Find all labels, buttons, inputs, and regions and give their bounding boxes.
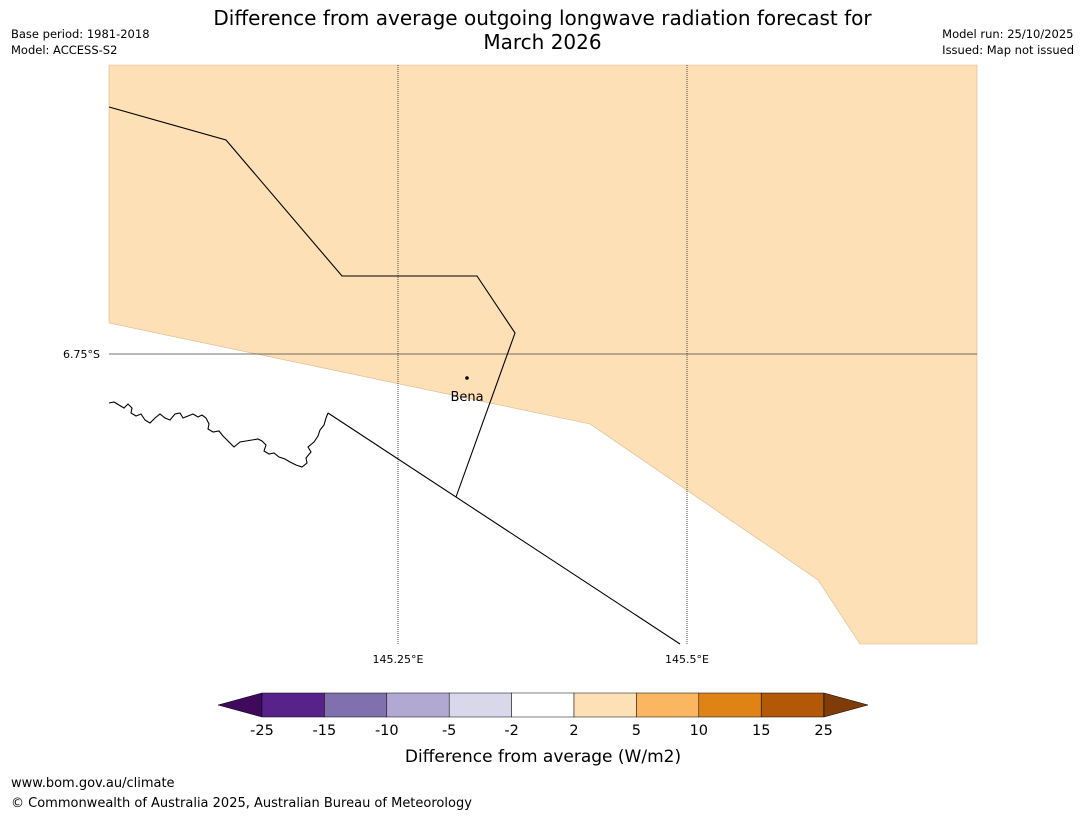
footer: www.bom.gov.au/climate © Commonwealth of… — [11, 774, 472, 814]
latitude-label: 6.75°S — [63, 348, 100, 361]
colorbar-segment — [573, 692, 637, 718]
meta-right: Model run: 25/10/2025 Issued: Map not is… — [942, 26, 1074, 58]
place-marker-bena — [465, 376, 469, 380]
colorbar-tick: -10 — [375, 723, 399, 739]
meta-left: Base period: 1981-2018 Model: ACCESS-S2 — [11, 26, 150, 58]
colorbar-tick: -2 — [504, 723, 518, 739]
coastline — [108, 401, 329, 468]
colorbar-segment — [698, 692, 762, 718]
model-name: Model: ACCESS-S2 — [11, 43, 118, 57]
province-boundary-south — [327, 412, 681, 645]
province-boundary — [108, 106, 516, 498]
map-title: Difference from average outgoing longwav… — [0, 6, 1085, 54]
colorbar-segment — [511, 692, 575, 718]
colorbar-tick: 15 — [752, 723, 770, 739]
colorbar-segment — [386, 692, 450, 718]
colorbar-segment — [448, 692, 512, 718]
base-period: Base period: 1981-2018 — [11, 27, 150, 41]
colorbar-tick: -25 — [250, 723, 274, 739]
colorbar: -25 -15 -10 -5 -2 2 5 10 15 25 Differenc… — [217, 692, 869, 767]
colorbar-extend-low — [217, 692, 263, 718]
colorbar-segment — [636, 692, 700, 718]
footer-copyright: © Commonwealth of Australia 2025, Austra… — [11, 796, 472, 811]
model-run: Model run: 25/10/2025 — [942, 27, 1074, 41]
colorbar-tick: 5 — [632, 723, 641, 739]
colorbar-tick: -5 — [442, 723, 456, 739]
colorbar-segment — [760, 692, 824, 718]
title-line-2: March 2026 — [483, 30, 602, 54]
colorbar-tick: 2 — [569, 723, 578, 739]
colorbar-tick: 10 — [690, 723, 708, 739]
colorbar-segment — [324, 692, 388, 718]
title-line-1: Difference from average outgoing longwav… — [213, 6, 872, 30]
anomaly-region — [108, 64, 978, 645]
colorbar-tick: -15 — [313, 723, 337, 739]
colorbar-extend-high — [823, 692, 869, 718]
footer-url[interactable]: www.bom.gov.au/climate — [11, 776, 175, 791]
colorbar-title: Difference from average (W/m2) — [405, 747, 681, 767]
place-label-bena: Bena — [450, 390, 483, 405]
colorbar-tick: 25 — [814, 723, 832, 739]
longitude-label-2: 145.5°E — [665, 653, 709, 666]
longitude-label-1: 145.25°E — [373, 653, 424, 666]
colorbar-segment — [261, 692, 325, 718]
issued-status: Issued: Map not issued — [942, 43, 1074, 57]
